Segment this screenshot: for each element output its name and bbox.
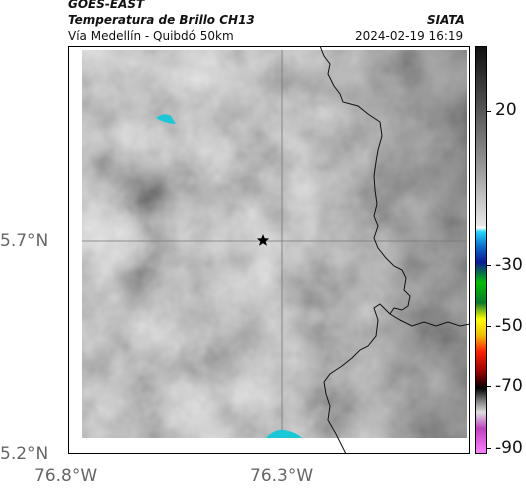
longitude-tick-label: 76.8°W: [34, 466, 98, 486]
star-icon: [256, 234, 270, 246]
department-border: [323, 303, 391, 454]
cold-cloud-patch: [266, 429, 302, 438]
map-frame: [68, 46, 470, 454]
latitude-tick-label: 5.2°N: [0, 444, 49, 464]
longitude-tick-label: 76.3°W: [250, 466, 314, 486]
satellite-map: [68, 46, 470, 454]
route-label: Vía Medellín - Quibdó 50km: [68, 29, 234, 43]
colorbar-label: -70: [495, 376, 523, 396]
colorbar-label: -30: [495, 255, 523, 275]
colorbar-label: -50: [495, 316, 523, 336]
colorbar-label: 20: [495, 100, 517, 120]
colorbar-tick: [486, 386, 491, 387]
product-title: GOES-EAST: [68, 0, 145, 11]
timestamp-label: 2024-02-19 16:19: [355, 29, 464, 43]
temperature-colorbar: [475, 46, 487, 454]
colorbar-tick: [486, 448, 491, 449]
satellite-map-canvas: [68, 46, 470, 454]
channel-subtitle: Temperatura de Brillo CH13: [68, 13, 255, 27]
latitude-tick-label: 5.7°N: [0, 231, 49, 251]
org-label: SIATA: [427, 13, 465, 27]
department-border: [319, 46, 470, 327]
colorbar-tick: [486, 111, 491, 112]
colorbar-label: -90: [495, 438, 523, 458]
cold-cloud-patch: [156, 114, 176, 124]
colorbar-tick: [486, 265, 491, 266]
colorbar-tick: [486, 326, 491, 327]
